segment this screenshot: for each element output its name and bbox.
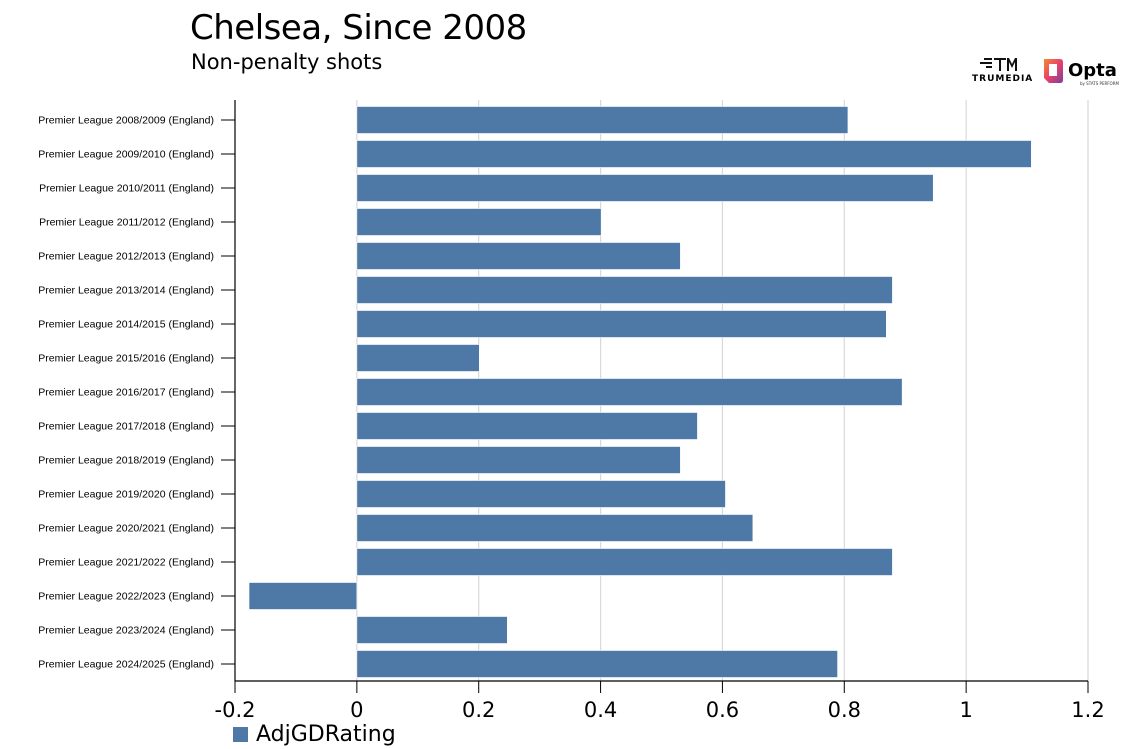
chart-title: Chelsea, Since 2008 bbox=[190, 8, 527, 48]
y-tick-label: Premier League 2013/2014 (England) bbox=[38, 285, 214, 297]
bar bbox=[356, 378, 903, 406]
trumedia-logo: TRUMEDIA bbox=[968, 52, 1036, 92]
y-tick-label: Premier League 2015/2016 (England) bbox=[38, 353, 214, 365]
bar bbox=[356, 174, 934, 202]
y-tick-label: Premier League 2024/2025 (England) bbox=[38, 659, 214, 671]
x-tick-label: 0.8 bbox=[828, 698, 861, 720]
y-tick-label: Premier League 2022/2023 (England) bbox=[38, 591, 214, 603]
opta-text: Opta bbox=[1068, 60, 1117, 81]
x-tick-label: 0.6 bbox=[706, 698, 739, 720]
bar bbox=[356, 242, 681, 270]
trumedia-mark-icon bbox=[980, 58, 1017, 71]
x-tick-label: 0.4 bbox=[584, 698, 617, 720]
y-axis: Premier League 2008/2009 (England) Premie… bbox=[38, 100, 236, 681]
x-tick-label: 0.2 bbox=[462, 698, 495, 720]
bar bbox=[356, 446, 681, 474]
y-tick-label: Premier League 2012/2013 (England) bbox=[38, 251, 214, 263]
bar bbox=[356, 344, 480, 372]
bar-chart: Premier League 2008/2009 (England) Premie… bbox=[38, 100, 1105, 720]
bar bbox=[356, 140, 1032, 168]
y-tick-label: Premier League 2009/2010 (England) bbox=[38, 149, 214, 161]
bar bbox=[356, 548, 893, 576]
logos: TRUMEDIA Opta by STATS PERFORM bbox=[968, 52, 1120, 92]
y-tick-label: Premier League 2017/2018 (England) bbox=[38, 421, 214, 433]
legend-swatch bbox=[233, 726, 248, 742]
y-tick-label: Premier League 2023/2024 (England) bbox=[38, 625, 214, 637]
bar bbox=[356, 208, 602, 236]
y-tick-label: Premier League 2011/2012 (England) bbox=[39, 217, 214, 229]
x-tick-label: -0.2 bbox=[215, 698, 256, 720]
y-tick-label: Premier League 2018/2019 (England) bbox=[38, 455, 214, 467]
bar bbox=[248, 582, 358, 610]
bar bbox=[356, 412, 698, 440]
opta-logo: Opta by STATS PERFORM bbox=[1040, 56, 1120, 90]
x-tick-label: 1.2 bbox=[1071, 698, 1104, 720]
x-tick-label: 1 bbox=[959, 698, 972, 720]
x-axis: -0.2 0 0.2 0.4 0.6 0.8 1 1.2 bbox=[215, 680, 1105, 720]
legend: AdjGDRating bbox=[233, 720, 396, 748]
bar bbox=[356, 514, 754, 542]
bar bbox=[356, 106, 849, 134]
y-tick-label: Premier League 2016/2017 (England) bbox=[38, 387, 214, 399]
opta-subtext: by STATS PERFORM bbox=[1080, 81, 1119, 86]
y-tick-label: Premier League 2008/2009 (England) bbox=[38, 115, 214, 127]
trumedia-text: TRUMEDIA bbox=[972, 74, 1034, 84]
bar bbox=[356, 650, 838, 678]
y-tick-label: Premier League 2021/2022 (England) bbox=[38, 557, 214, 569]
y-tick-label: Premier League 2019/2020 (England) bbox=[38, 489, 214, 501]
bars bbox=[248, 106, 1032, 678]
legend-label: AdjGDRating bbox=[256, 721, 396, 747]
y-tick-label: Premier League 2010/2011 (England) bbox=[39, 183, 214, 195]
chart-subtitle: Non-penalty shots bbox=[191, 50, 383, 74]
opta-mark-icon bbox=[1044, 59, 1063, 83]
bar bbox=[356, 276, 893, 304]
x-tick-label: 0 bbox=[350, 698, 363, 720]
y-tick-label: Premier League 2020/2021 (England) bbox=[38, 523, 214, 535]
bar bbox=[356, 480, 726, 508]
y-tick-label: Premier League 2014/2015 (England) bbox=[38, 319, 214, 331]
bar bbox=[356, 310, 887, 338]
bar bbox=[356, 616, 508, 644]
